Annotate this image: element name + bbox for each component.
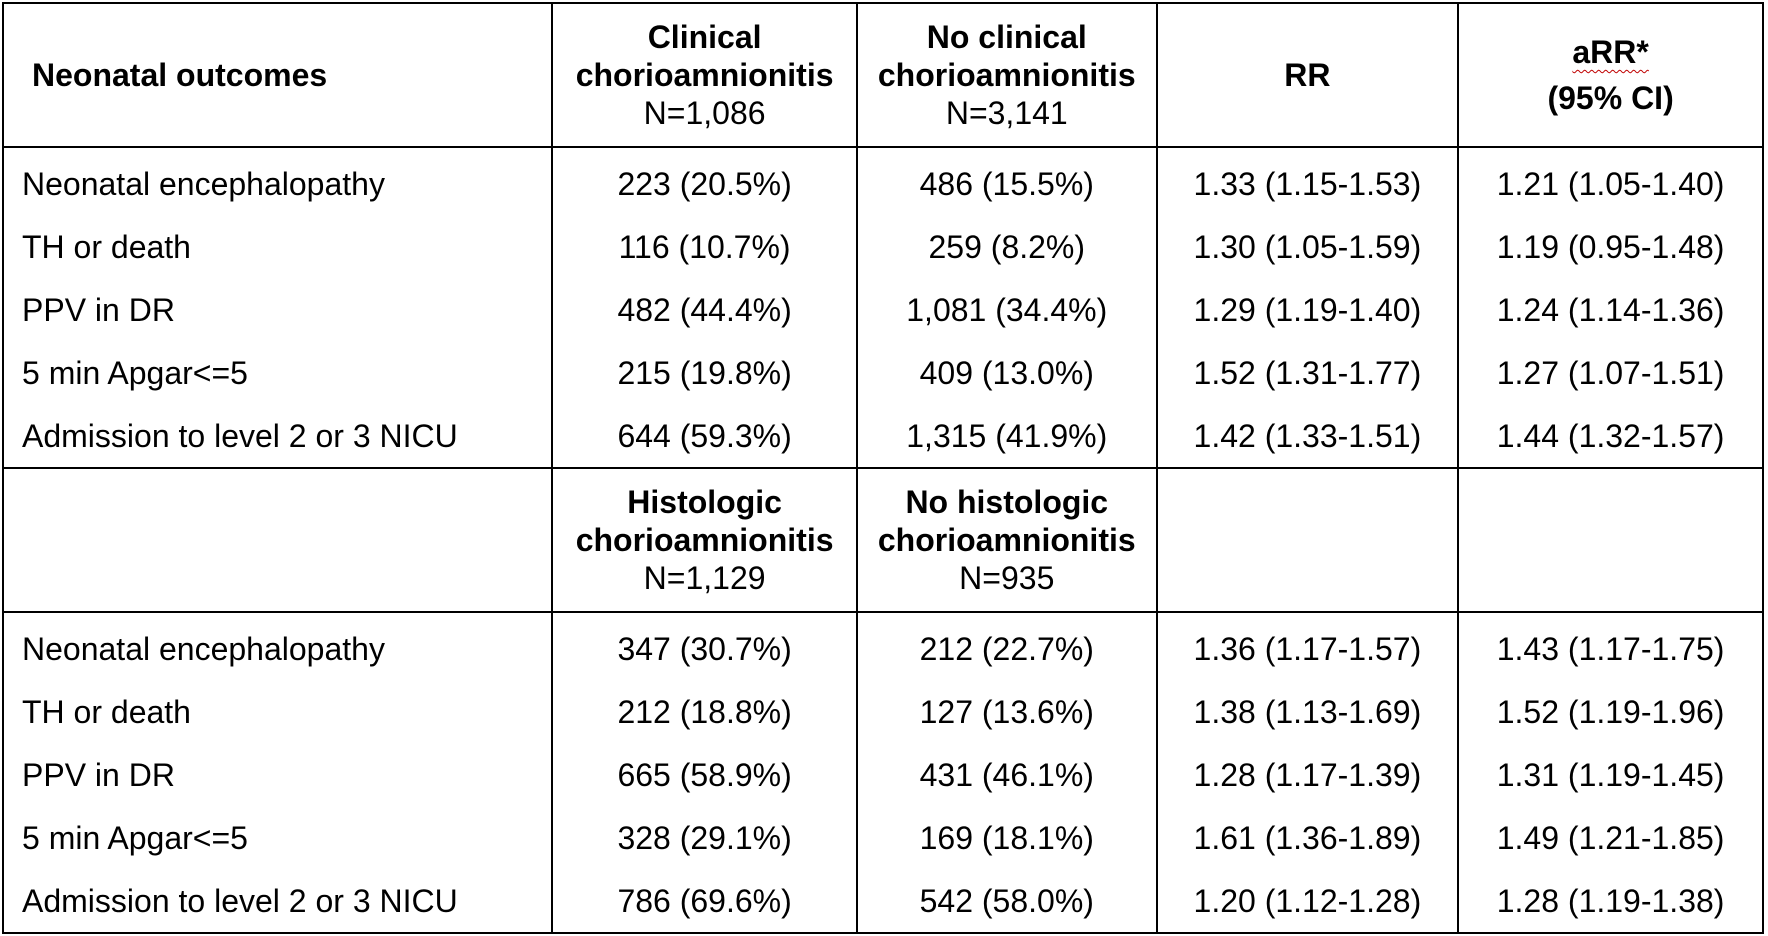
clinical-chorio-title-1: Clinical (647, 19, 762, 55)
outcome-cell: PPV in DR (1, 278, 554, 341)
outcomes-column-header-empty (1, 467, 554, 613)
table-row: PPV in DR 482 (44.4%) 1,081 (34.4%) 1.29… (1, 278, 1764, 341)
outcomes-column-header: Neonatal outcomes (1, 2, 554, 148)
clinical-header-row: Neonatal outcomes Clinical chorioamnioni… (1, 2, 1764, 148)
unexposed-cell: 486 (15.5%) (855, 147, 1158, 215)
no-histologic-chorio-title-1: No histologic (905, 484, 1109, 520)
rr-cell: 1.36 (1.17-1.57) (1155, 612, 1460, 680)
table-row: Admission to level 2 or 3 NICU 644 (59.3… (1, 404, 1764, 469)
outcome-cell: TH or death (1, 680, 554, 743)
histologic-chorio-n: N=1,129 (643, 560, 766, 596)
arr-column-header-empty (1457, 467, 1764, 613)
rr-cell: 1.20 (1.12-1.28) (1155, 869, 1460, 934)
arr-cell: 1.28 (1.19-1.38) (1457, 869, 1764, 934)
rr-cell: 1.28 (1.17-1.39) (1155, 743, 1460, 806)
exposed-cell: 116 (10.7%) (551, 215, 858, 278)
no-clinical-chorio-title-1: No clinical (926, 19, 1087, 55)
arr-cell: 1.49 (1.21-1.85) (1457, 806, 1764, 869)
arr-label: aRR* (1572, 34, 1649, 70)
unexposed-cell: 431 (46.1%) (855, 743, 1158, 806)
no-clinical-chorio-n: N=3,141 (945, 95, 1068, 131)
rr-cell: 1.30 (1.05-1.59) (1155, 215, 1460, 278)
rr-column-header-empty (1155, 467, 1460, 613)
outcome-cell: Admission to level 2 or 3 NICU (1, 869, 554, 934)
exposed-cell: 665 (58.9%) (551, 743, 858, 806)
outcome-cell: TH or death (1, 215, 554, 278)
exposed-cell: 215 (19.8%) (551, 341, 858, 404)
exposed-cell: 786 (69.6%) (551, 869, 858, 934)
unexposed-cell: 542 (58.0%) (855, 869, 1158, 934)
arr-cell: 1.19 (0.95-1.48) (1457, 215, 1764, 278)
arr-cell: 1.52 (1.19-1.96) (1457, 680, 1764, 743)
outcome-cell: Neonatal encephalopathy (1, 147, 554, 215)
outcome-cell: 5 min Apgar<=5 (1, 806, 554, 869)
rr-cell: 1.61 (1.36-1.89) (1155, 806, 1460, 869)
outcome-cell: PPV in DR (1, 743, 554, 806)
unexposed-cell: 212 (22.7%) (855, 612, 1158, 680)
no-clinical-chorio-header: No clinical chorioamnionitis N=3,141 (855, 2, 1158, 148)
histologic-header-row: Histologic chorioamnionitis N=1,129 No h… (1, 467, 1764, 613)
arr-cell: 1.43 (1.17-1.75) (1457, 612, 1764, 680)
exposed-cell: 482 (44.4%) (551, 278, 858, 341)
table-row: Admission to level 2 or 3 NICU 786 (69.6… (1, 869, 1764, 934)
unexposed-cell: 1,081 (34.4%) (855, 278, 1158, 341)
rr-cell: 1.33 (1.15-1.53) (1155, 147, 1460, 215)
ci-label: (95% CI) (1547, 80, 1674, 116)
clinical-chorio-header: Clinical chorioamnionitis N=1,086 (551, 2, 858, 148)
unexposed-cell: 1,315 (41.9%) (855, 404, 1158, 469)
exposed-cell: 212 (18.8%) (551, 680, 858, 743)
outcome-cell: 5 min Apgar<=5 (1, 341, 554, 404)
exposed-cell: 328 (29.1%) (551, 806, 858, 869)
table-row: TH or death 212 (18.8%) 127 (13.6%) 1.38… (1, 680, 1764, 743)
clinical-chorio-title-2: chorioamnionitis (575, 57, 834, 93)
unexposed-cell: 259 (8.2%) (855, 215, 1158, 278)
outcome-cell: Admission to level 2 or 3 NICU (1, 404, 554, 469)
table-row: Neonatal encephalopathy 347 (30.7%) 212 … (1, 612, 1764, 680)
table-row: 5 min Apgar<=5 215 (19.8%) 409 (13.0%) 1… (1, 341, 1764, 404)
arr-cell: 1.27 (1.07-1.51) (1457, 341, 1764, 404)
table-row: TH or death 116 (10.7%) 259 (8.2%) 1.30 … (1, 215, 1764, 278)
arr-cell: 1.31 (1.19-1.45) (1457, 743, 1764, 806)
exposed-cell: 347 (30.7%) (551, 612, 858, 680)
arr-cell: 1.44 (1.32-1.57) (1457, 404, 1764, 469)
unexposed-cell: 127 (13.6%) (855, 680, 1158, 743)
no-clinical-chorio-title-2: chorioamnionitis (877, 57, 1136, 93)
no-histologic-chorio-n: N=935 (959, 560, 1055, 596)
rr-cell: 1.42 (1.33-1.51) (1155, 404, 1460, 469)
rr-cell: 1.38 (1.13-1.69) (1155, 680, 1460, 743)
clinical-chorio-n: N=1,086 (643, 95, 766, 131)
arr-cell: 1.21 (1.05-1.40) (1457, 147, 1764, 215)
arr-column-header: aRR* (95% CI) (1457, 2, 1764, 148)
exposed-cell: 223 (20.5%) (551, 147, 858, 215)
unexposed-cell: 169 (18.1%) (855, 806, 1158, 869)
histologic-chorio-header: Histologic chorioamnionitis N=1,129 (551, 467, 858, 613)
no-histologic-chorio-header: No histologic chorioamnionitis N=935 (855, 467, 1158, 613)
rr-cell: 1.52 (1.31-1.77) (1155, 341, 1460, 404)
exposed-cell: 644 (59.3%) (551, 404, 858, 469)
table-row: 5 min Apgar<=5 328 (29.1%) 169 (18.1%) 1… (1, 806, 1764, 869)
histologic-chorio-title-1: Histologic (627, 484, 782, 520)
outcome-cell: Neonatal encephalopathy (1, 612, 554, 680)
no-histologic-chorio-title-2: chorioamnionitis (877, 522, 1136, 558)
histologic-chorio-title-2: chorioamnionitis (575, 522, 834, 558)
rr-column-header: RR (1155, 2, 1460, 148)
unexposed-cell: 409 (13.0%) (855, 341, 1158, 404)
rr-cell: 1.29 (1.19-1.40) (1155, 278, 1460, 341)
table-row: Neonatal encephalopathy 223 (20.5%) 486 … (1, 147, 1764, 215)
table-row: PPV in DR 665 (58.9%) 431 (46.1%) 1.28 (… (1, 743, 1764, 806)
arr-cell: 1.24 (1.14-1.36) (1457, 278, 1764, 341)
